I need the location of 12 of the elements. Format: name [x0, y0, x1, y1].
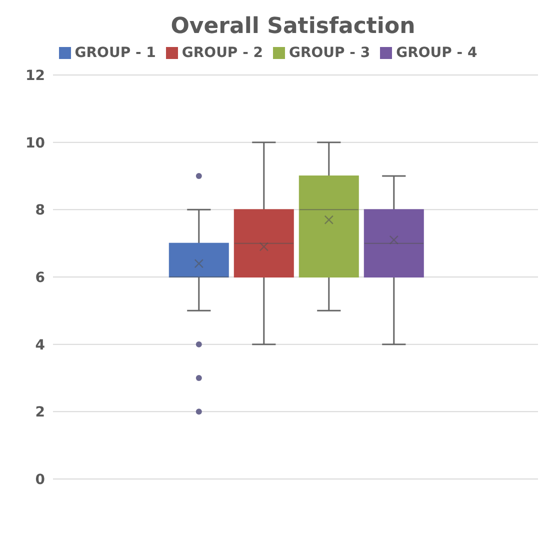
legend-label: GROUP - 2 [182, 45, 263, 61]
y-tick-label: 8 [35, 202, 45, 219]
legend-label: GROUP - 4 [396, 45, 478, 61]
legend-label: GROUP - 1 [74, 45, 156, 61]
y-tick-label: 0 [35, 472, 46, 488]
chart-title: Overall Satisfaction [170, 14, 416, 39]
y-tick-label: 10 [26, 135, 46, 152]
legend-label: GROUP - 3 [289, 45, 370, 61]
y-tick-label: 6 [35, 270, 45, 286]
y-tick-label: 4 [35, 337, 46, 354]
y-tick-label: 12 [26, 68, 45, 84]
y-tick-label: 2 [35, 404, 45, 421]
